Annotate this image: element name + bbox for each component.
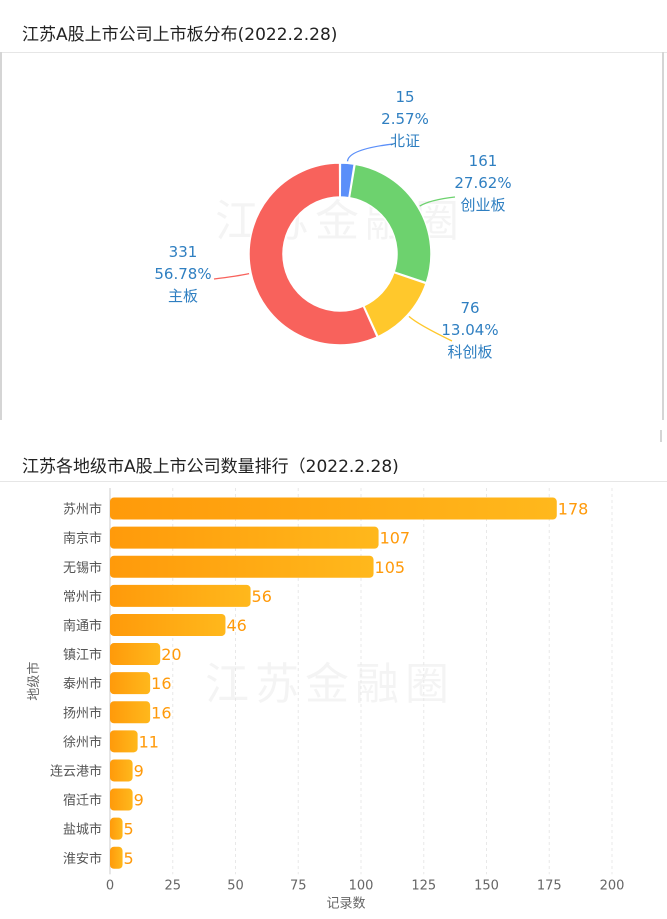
donut-label-name-3: 主板: [168, 287, 198, 305]
bar-value-label: 20: [161, 645, 181, 664]
donut-slice-1: [348, 163, 432, 284]
donut-label-percent-1: 27.62%: [454, 174, 511, 192]
bar-12: [110, 846, 123, 869]
donut-label-percent-0: 2.57%: [381, 110, 429, 128]
y-axis-label: 地级市: [26, 662, 42, 701]
x-tick-label: 75: [290, 878, 307, 893]
donut-panel: 江苏A股上市公司上市板分布(2022.2.28) 江苏金融圈 152.57%北证…: [0, 0, 667, 420]
bar-value-label: 178: [558, 500, 589, 519]
y-category-label: 扬州市: [63, 705, 102, 721]
donut-chart: 15 2.57% 北证 161 27.62% 创业板 76 13.04% 科创板 331 56.78…: [154, 88, 511, 361]
donut-chart-title: 江苏A股上市公司上市板分布(2022.2.28): [22, 25, 338, 45]
bar-value-label: 9: [134, 791, 144, 810]
donut-label-value-0: 15: [395, 88, 414, 106]
donut-label-value-1: 161: [469, 152, 498, 170]
bar-panel: 江苏各地级市A股上市公司数量排行（2022.2.28) 江苏金融圈 025507…: [0, 430, 667, 919]
bar-1: [110, 526, 379, 549]
bar-chart-title: 江苏各地级市A股上市公司数量排行（2022.2.28): [22, 457, 399, 477]
donut-leader-line-3: [213, 273, 250, 280]
bar-value-label: 16: [151, 674, 171, 693]
bar-value-label: 11: [139, 732, 159, 751]
title-divider: [0, 52, 667, 53]
bar-value-label: 5: [124, 849, 134, 868]
x-tick-label: 125: [411, 878, 436, 893]
bar-title-divider: [0, 481, 667, 482]
donut-label-name-0: 北证: [390, 132, 420, 150]
x-tick-label: 150: [474, 878, 499, 893]
y-category-label: 常州市: [63, 589, 102, 605]
bar-0: [110, 497, 557, 520]
bar-4: [110, 613, 226, 636]
bar-6: [110, 672, 151, 695]
bar-value-label: 46: [226, 616, 246, 635]
donut-label-value-3: 331: [169, 243, 198, 261]
bar-7: [110, 701, 151, 724]
x-tick-label: 25: [164, 878, 181, 893]
y-category-label: 盐城市: [63, 822, 102, 838]
bar-11: [110, 817, 123, 840]
donut-label-percent-3: 56.78%: [154, 265, 211, 283]
bar-3: [110, 584, 251, 607]
y-category-label: 徐州市: [63, 734, 102, 750]
panel-left-border: [0, 52, 2, 420]
donut-label-name-2: 科创板: [447, 343, 492, 361]
bar-value-label: 107: [380, 529, 411, 548]
bar-8: [110, 730, 138, 753]
x-tick-label: 50: [227, 878, 244, 893]
y-category-label: 苏州市: [63, 502, 102, 518]
x-tick-label: 175: [537, 878, 562, 893]
bar-value-label: 5: [124, 820, 134, 839]
x-axis-label: 记录数: [326, 896, 365, 911]
donut-slice-3: [248, 162, 379, 346]
bar-value-label: 105: [375, 558, 406, 577]
donut-slice-2: [362, 271, 428, 338]
bar-10: [110, 788, 133, 811]
y-category-label: 南京市: [63, 531, 102, 547]
y-category-label: 宿迁市: [63, 793, 102, 809]
bar-2: [110, 555, 374, 578]
donut-label-name-1: 创业板: [460, 196, 505, 214]
x-tick-label: 200: [600, 878, 625, 893]
donut-leader-line-1: [419, 196, 456, 207]
bar-value-label: 9: [134, 761, 144, 780]
panel-right-border-top: [660, 430, 662, 442]
donut-leader-line-0: [346, 143, 394, 162]
panel-gap: [0, 420, 667, 430]
donut-label-value-2: 76: [460, 299, 479, 317]
y-category-label: 镇江市: [63, 647, 102, 663]
y-category-label: 淮安市: [63, 851, 102, 867]
panel-right-border: [662, 52, 664, 420]
y-category-label: 连云港市: [50, 763, 102, 779]
bar-chart: 0 25 50 75 100 125 150 175 200 苏州市 178 南京市 107 无锡市 105…: [26, 488, 625, 911]
x-tick-label: 100: [349, 878, 374, 893]
bar-value-label: 16: [151, 703, 171, 722]
donut-label-percent-2: 13.04%: [441, 321, 498, 339]
bar-9: [110, 759, 133, 782]
y-category-label: 南通市: [63, 618, 102, 634]
bar-value-label: 56: [252, 587, 272, 606]
bar-5: [110, 643, 161, 666]
y-category-label: 泰州市: [63, 676, 102, 692]
y-category-label: 无锡市: [63, 560, 102, 576]
donut-leader-line-2: [408, 315, 453, 342]
x-tick-label: 0: [106, 878, 114, 893]
